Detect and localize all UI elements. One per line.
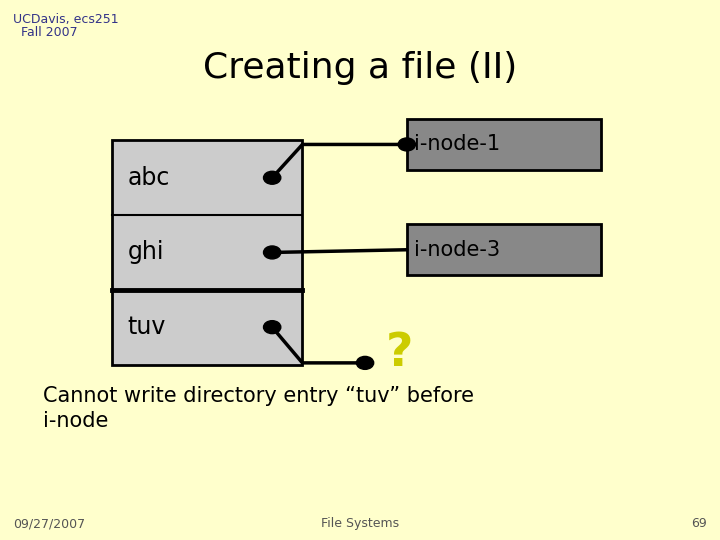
Text: File Systems: File Systems xyxy=(321,517,399,530)
Circle shape xyxy=(264,246,281,259)
Text: i-node-3: i-node-3 xyxy=(414,240,500,260)
Text: Cannot write directory entry “tuv” before
i-node: Cannot write directory entry “tuv” befor… xyxy=(43,386,474,431)
Circle shape xyxy=(264,171,281,184)
Text: tuv: tuv xyxy=(127,315,166,339)
Bar xyxy=(112,140,302,364)
Text: 69: 69 xyxy=(691,517,707,530)
Text: Creating a file (II): Creating a file (II) xyxy=(203,51,517,85)
Text: ghi: ghi xyxy=(127,240,164,265)
Bar xyxy=(407,224,601,275)
Text: i-node-1: i-node-1 xyxy=(414,134,500,154)
Text: ?: ? xyxy=(386,331,413,376)
Text: 09/27/2007: 09/27/2007 xyxy=(13,517,85,530)
Circle shape xyxy=(264,321,281,334)
Text: abc: abc xyxy=(127,166,170,190)
Text: Fall 2007: Fall 2007 xyxy=(13,26,78,39)
Circle shape xyxy=(356,356,374,369)
Bar xyxy=(407,119,601,170)
Text: UCDavis, ecs251: UCDavis, ecs251 xyxy=(13,14,119,26)
Circle shape xyxy=(398,138,415,151)
Bar xyxy=(112,140,302,364)
